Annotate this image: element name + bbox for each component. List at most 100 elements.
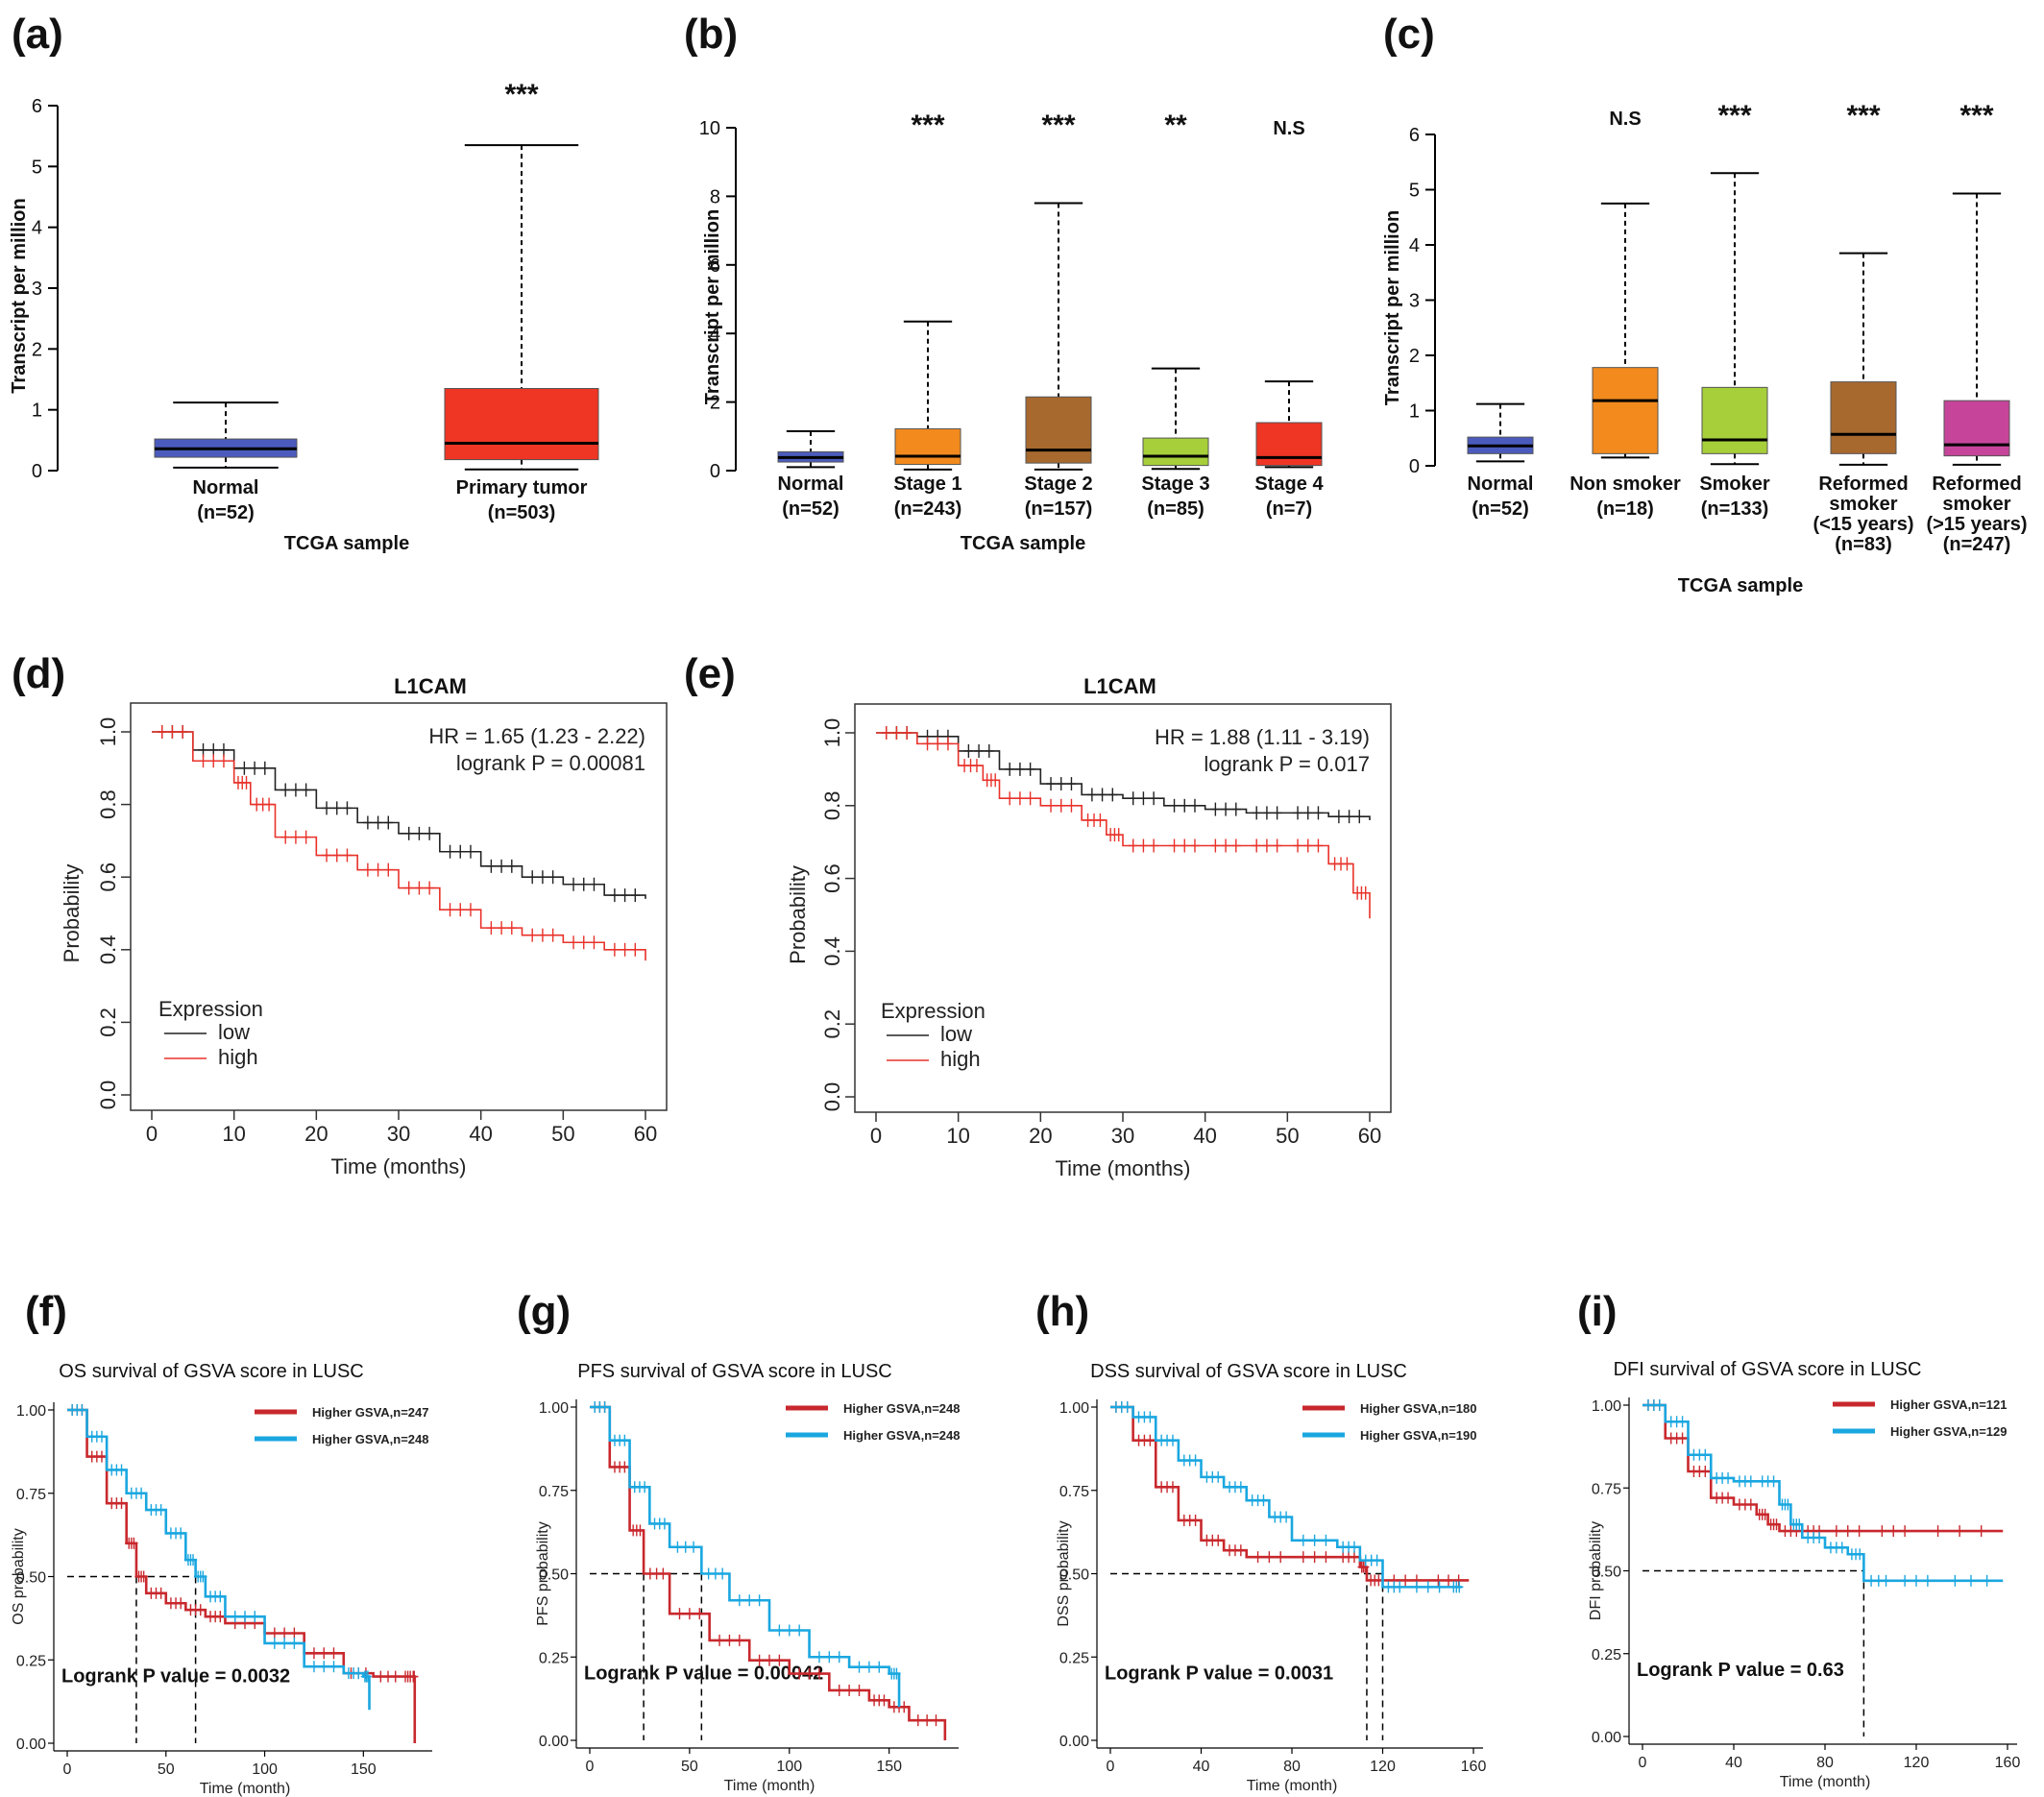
y-axis-label: Transcript per million bbox=[9, 198, 30, 393]
y-tick-label: 3 bbox=[1409, 291, 1420, 312]
series-group-2 bbox=[590, 1401, 901, 1708]
significance-mark: *** bbox=[1041, 109, 1075, 141]
x-axis-label: Time (month) bbox=[1780, 1774, 1871, 1790]
significance-mark: *** bbox=[911, 109, 944, 141]
x-tick-label: 50 bbox=[551, 1122, 574, 1146]
x-axis-label: Time (months) bbox=[331, 1154, 467, 1178]
logrank-p: Logrank P value = 0.00042 bbox=[584, 1663, 823, 1685]
x-tick-label: 0 bbox=[586, 1759, 595, 1775]
x-tick-label: 10 bbox=[222, 1122, 245, 1146]
x-tick-label: 40 bbox=[1725, 1755, 1742, 1771]
iqr-box bbox=[1943, 400, 2010, 457]
category-n: (n=18) bbox=[1596, 498, 1653, 520]
y-tick-label: 0.00 bbox=[1059, 1734, 1089, 1750]
x-tick-label: 60 bbox=[634, 1122, 657, 1146]
y-tick-label: 2 bbox=[1409, 346, 1420, 367]
category-label: Normal bbox=[193, 477, 259, 498]
legend-label: Higher GSVA,n=248 bbox=[312, 1432, 429, 1446]
chart-title: OS survival of GSVA score in LUSC bbox=[59, 1361, 364, 1382]
significance-mark: N.S bbox=[1609, 109, 1641, 130]
y-tick-label: 1.00 bbox=[1592, 1398, 1621, 1415]
y-tick-label: 0.6 bbox=[96, 862, 120, 892]
y-tick-label: 10 bbox=[699, 118, 720, 139]
significance-mark: ** bbox=[1164, 109, 1187, 141]
chart-title: L1CAM bbox=[394, 674, 467, 698]
y-tick-label: 4 bbox=[1409, 235, 1420, 256]
y-tick-label: 0.0 bbox=[820, 1082, 844, 1112]
panel-label: (g) bbox=[517, 1288, 571, 1335]
y-tick-label: 0 bbox=[32, 461, 42, 482]
y-tick-label: 0.75 bbox=[16, 1487, 46, 1503]
category-label: smoker bbox=[1942, 494, 2010, 515]
y-tick-label: 0.75 bbox=[1059, 1484, 1089, 1500]
x-tick-label: 50 bbox=[681, 1759, 698, 1775]
km-panel-5: (f) OS survival of GSVA score in LUSC 0 50 1… bbox=[11, 1288, 432, 1797]
y-tick-label: 5 bbox=[32, 157, 42, 178]
logrank-p: Logrank P value = 0.63 bbox=[1637, 1660, 1844, 1681]
iqr-box bbox=[1830, 381, 1897, 454]
y-tick-label: 0.25 bbox=[539, 1650, 569, 1666]
category-n: (n=7) bbox=[1266, 498, 1312, 520]
series-high bbox=[876, 726, 1371, 919]
box-normal: Normal (n=52) bbox=[777, 429, 844, 520]
category-label: Non smoker bbox=[1570, 474, 1681, 495]
y-tick-label: 8 bbox=[710, 186, 720, 207]
x-tick-label: 60 bbox=[1358, 1124, 1381, 1148]
x-axis-label: TCGA sample bbox=[961, 533, 1085, 554]
x-tick-label: 100 bbox=[252, 1761, 278, 1778]
category-label: Stage 4 bbox=[1254, 474, 1324, 495]
legend-title: Expression bbox=[158, 997, 263, 1021]
box-stage-2: *** Stage 2 (n=157) bbox=[1024, 109, 1092, 520]
box-stage-1: *** Stage 1 (n=243) bbox=[893, 109, 961, 520]
series-group-1 bbox=[1642, 1399, 2004, 1538]
significance-mark: *** bbox=[1846, 100, 1880, 132]
y-tick-label: 0.00 bbox=[1592, 1730, 1621, 1746]
category-label: Stage 2 bbox=[1024, 474, 1092, 495]
x-tick-label: 0 bbox=[1639, 1755, 1647, 1771]
x-tick-label: 10 bbox=[946, 1124, 969, 1148]
series-group-2 bbox=[1110, 1401, 1464, 1593]
y-tick-label: 0 bbox=[1409, 456, 1420, 477]
y-tick-label: 0.25 bbox=[1592, 1647, 1621, 1663]
y-tick-label: 6 bbox=[1409, 125, 1420, 146]
x-tick-label: 0 bbox=[146, 1122, 158, 1146]
x-tick-label: 40 bbox=[1193, 1124, 1216, 1148]
x-tick-label: 0 bbox=[870, 1124, 882, 1148]
panel-label: (h) bbox=[1035, 1288, 1089, 1335]
legend-label: Higher GSVA,n=248 bbox=[843, 1428, 961, 1443]
x-tick-label: 160 bbox=[1461, 1759, 1487, 1775]
category-n: (n=157) bbox=[1025, 498, 1093, 520]
significance-mark: N.S bbox=[1273, 118, 1304, 139]
category-n: (n=52) bbox=[782, 498, 839, 520]
category-label: (<15 years) bbox=[1813, 514, 1913, 535]
iqr-box bbox=[1701, 386, 1768, 454]
box-panel-2: (c) 0 1 2 3 4 5 6 Transcript per million Normal (n… bbox=[1382, 11, 2028, 596]
km-panel-6: (g) PFS survival of GSVA score in LUSC 0 50… bbox=[517, 1288, 961, 1794]
y-tick-label: 4 bbox=[710, 324, 720, 345]
y-tick-label: 0.0 bbox=[96, 1081, 120, 1110]
y-tick-label: 1.0 bbox=[96, 717, 120, 747]
y-tick-label: 6 bbox=[710, 255, 720, 277]
panel-label: (i) bbox=[1577, 1288, 1618, 1335]
x-axis-label: Time (month) bbox=[724, 1778, 815, 1794]
x-tick-label: 0 bbox=[1107, 1759, 1115, 1775]
legend-label: Higher GSVA,n=129 bbox=[1890, 1424, 2008, 1439]
y-tick-label: 0.8 bbox=[96, 789, 120, 819]
y-tick-label: 1 bbox=[32, 401, 42, 422]
y-tick-label: 0.00 bbox=[16, 1736, 46, 1753]
series-group-1 bbox=[67, 1404, 419, 1743]
iqr-box bbox=[1255, 422, 1323, 467]
series-group-2 bbox=[1642, 1399, 2004, 1587]
panel-label: (e) bbox=[684, 650, 736, 697]
hazard-ratio: HR = 1.88 (1.11 - 3.19) bbox=[1155, 725, 1370, 749]
y-tick-label: 4 bbox=[32, 218, 42, 239]
x-axis-label: TCGA sample bbox=[1678, 575, 1803, 596]
category-n: (n=85) bbox=[1147, 498, 1204, 520]
box-normal: Normal (n=52) bbox=[1467, 402, 1534, 520]
category-label: Reformed bbox=[1932, 474, 2021, 495]
y-axis-label: PFS probability bbox=[535, 1521, 551, 1626]
category-n: (n=243) bbox=[894, 498, 962, 520]
y-axis-label: Transcript per million bbox=[702, 209, 723, 404]
x-tick-label: 150 bbox=[351, 1761, 377, 1778]
category-label: Stage 1 bbox=[893, 474, 961, 495]
